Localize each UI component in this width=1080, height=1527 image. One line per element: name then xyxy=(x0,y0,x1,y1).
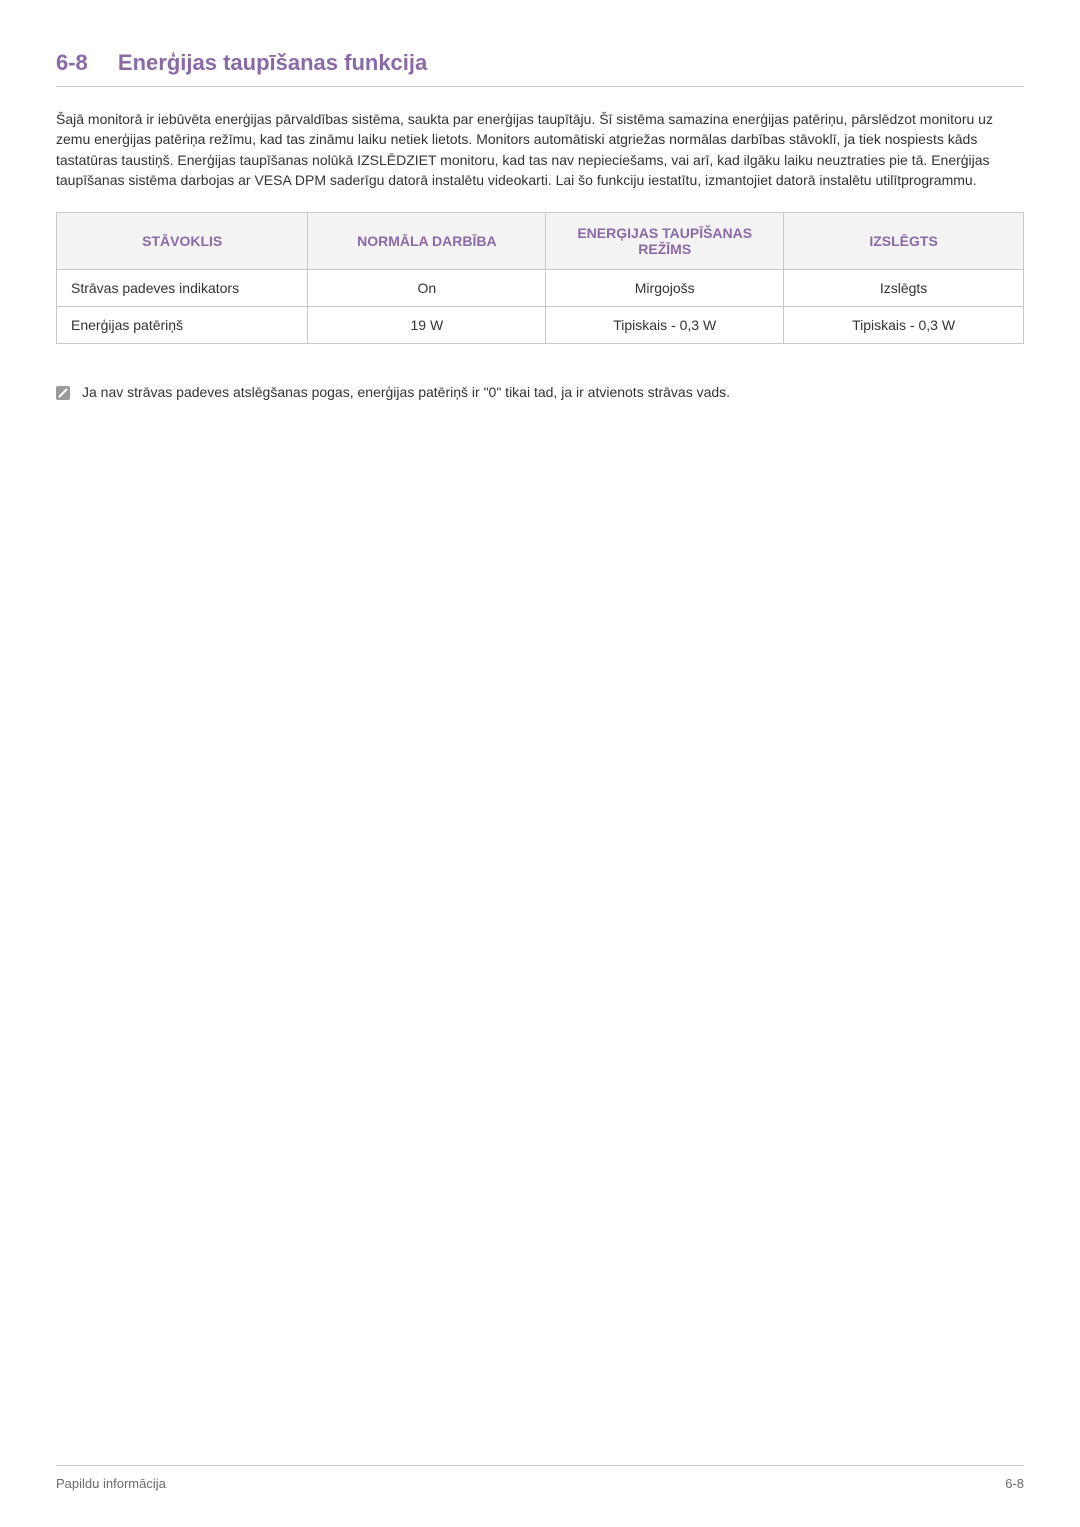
table-row: Enerģijas patēriņš 19 W Tipiskais - 0,3 … xyxy=(57,307,1024,344)
col-header-normal: NORMĀLA DARBĪBA xyxy=(308,213,546,270)
heading-line: 6-8 Enerģijas taupīšanas funkcija xyxy=(56,50,1024,76)
table-cell: Tipiskais - 0,3 W xyxy=(784,307,1024,344)
table-row: Strāvas padeves indikators On Mirgojošs … xyxy=(57,270,1024,307)
col-header-powersave: ENERĢIJAS TAUPĪŠANAS REŽĪMS xyxy=(546,213,784,270)
section-title: Enerģijas taupīšanas funkcija xyxy=(118,50,427,75)
row-label: Enerģijas patēriņš xyxy=(57,307,308,344)
info-icon xyxy=(56,386,70,400)
power-table: STĀVOKLIS NORMĀLA DARBĪBA ENERĢIJAS TAUP… xyxy=(56,212,1024,344)
table-cell: 19 W xyxy=(308,307,546,344)
intro-paragraph: Šajā monitorā ir iebūvēta enerģijas pārv… xyxy=(56,109,1024,190)
note-text: Ja nav strāvas padeves atslēgšanas pogas… xyxy=(82,384,730,400)
section-number: 6-8 xyxy=(56,50,88,75)
table-header-row: STĀVOKLIS NORMĀLA DARBĪBA ENERĢIJAS TAUP… xyxy=(57,213,1024,270)
footer-left: Papildu informācija xyxy=(56,1476,166,1491)
table-cell: Izslēgts xyxy=(784,270,1024,307)
col-header-state: STĀVOKLIS xyxy=(57,213,308,270)
page-footer: Papildu informācija 6-8 xyxy=(56,1465,1024,1491)
table-cell: On xyxy=(308,270,546,307)
section-heading: 6-8 Enerģijas taupīšanas funkcija xyxy=(56,50,1024,87)
note: Ja nav strāvas padeves atslēgšanas pogas… xyxy=(56,384,1024,400)
table-cell: Mirgojošs xyxy=(546,270,784,307)
col-header-off: IZSLĒGTS xyxy=(784,213,1024,270)
page: 6-8 Enerģijas taupīšanas funkcija Šajā m… xyxy=(0,0,1080,1527)
table-cell: Tipiskais - 0,3 W xyxy=(546,307,784,344)
footer-right: 6-8 xyxy=(1005,1476,1024,1491)
row-label: Strāvas padeves indikators xyxy=(57,270,308,307)
